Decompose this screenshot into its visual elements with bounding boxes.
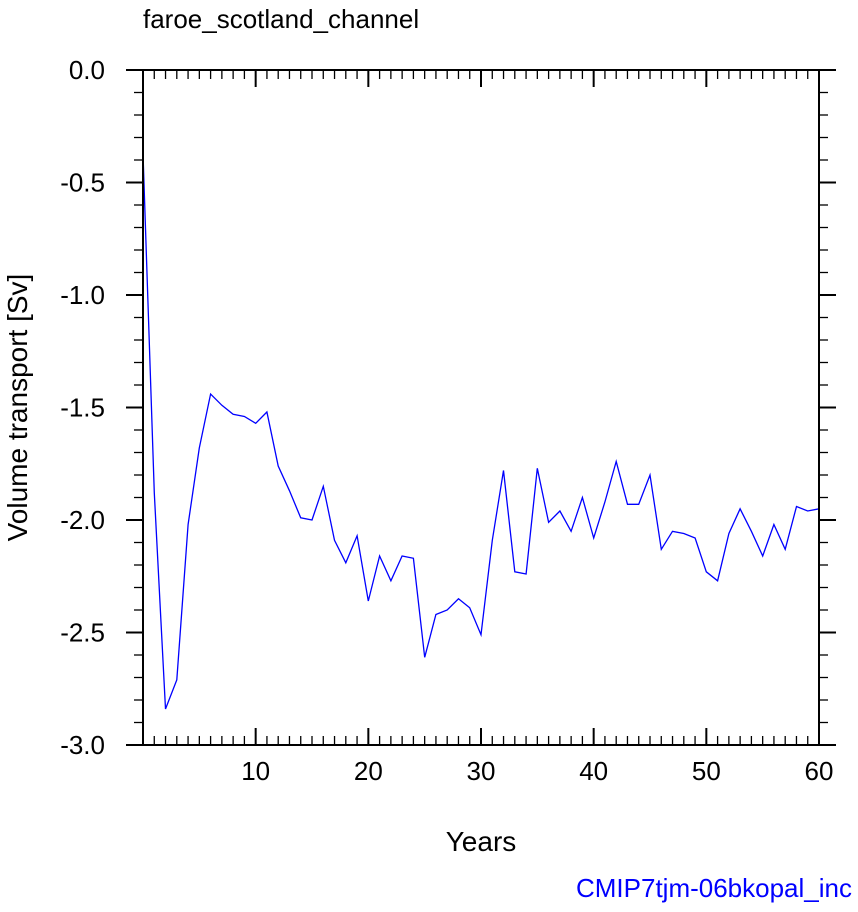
tick-labels: 10 20 30 40 50 60 0.0 -0.5 -1.0 -1.5 -2.0 -2.5 -3.0	[60, 55, 833, 786]
x-axis-label: Years	[446, 826, 517, 857]
y-tick-label: -2.0	[60, 505, 105, 535]
series-line	[142, 153, 820, 710]
y-tick-label: -1.5	[60, 393, 105, 423]
y-tick-label: 0.0	[69, 55, 105, 85]
axis-ticks	[126, 69, 836, 746]
x-tick-label: 60	[805, 756, 834, 786]
x-tick-label: 20	[354, 756, 383, 786]
plot-frame	[142, 69, 820, 746]
y-tick-label: -3.0	[60, 730, 105, 760]
chart-title: faroe_scotland_channel	[143, 4, 419, 34]
x-tick-label: 40	[579, 756, 608, 786]
y-tick-label: -1.0	[60, 280, 105, 310]
y-axis-label: Volume transport [Sv]	[2, 274, 33, 542]
x-tick-label: 10	[241, 756, 270, 786]
run-id-label: CMIP7tjm-06bkopal_inc	[576, 873, 852, 903]
x-tick-label: 50	[692, 756, 721, 786]
y-tick-label: -0.5	[60, 168, 105, 198]
y-tick-label: -2.5	[60, 618, 105, 648]
x-tick-label: 30	[467, 756, 496, 786]
